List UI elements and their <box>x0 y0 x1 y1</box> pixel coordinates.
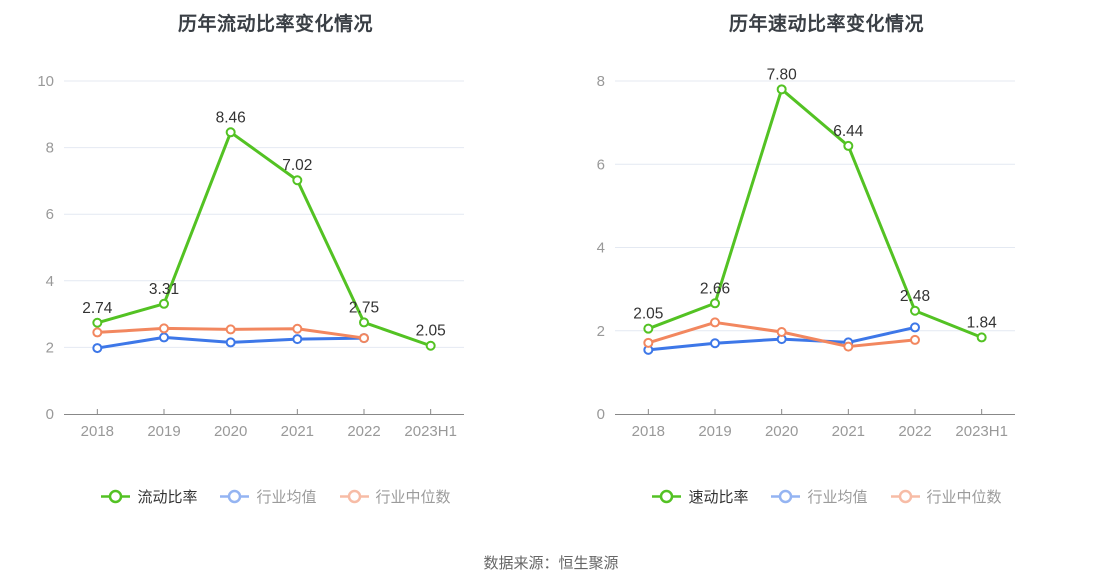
data-point[interactable] <box>92 343 103 354</box>
data-point[interactable] <box>292 334 303 345</box>
data-point-label: 2.74 <box>82 300 113 317</box>
y-tick-label: 10 <box>37 73 54 90</box>
data-point[interactable] <box>843 140 854 151</box>
legend-item-0[interactable]: 流动比率 <box>100 486 197 507</box>
data-point-label: 7.02 <box>282 157 312 174</box>
data-point[interactable] <box>92 327 103 338</box>
data-point[interactable] <box>910 334 920 345</box>
x-tick-label: 2022 <box>347 423 380 440</box>
legend-item-label: 行业均值 <box>807 489 868 506</box>
data-point-label: 3.31 <box>149 281 179 298</box>
data-point[interactable] <box>910 322 920 333</box>
y-tick-label: 6 <box>597 156 605 173</box>
legend-item-label: 流动比率 <box>137 489 198 506</box>
legend-item-label: 行业均值 <box>256 489 317 506</box>
legend-line-marker-icon <box>890 489 920 504</box>
data-point-label: 8.46 <box>216 109 246 126</box>
y-tick-label: 0 <box>597 406 605 423</box>
data-point[interactable] <box>359 333 369 344</box>
data-point[interactable] <box>159 332 169 343</box>
legend-item-2[interactable]: 行业中位数 <box>890 486 1002 507</box>
data-point-label: 1.84 <box>967 314 998 331</box>
chart-title-current-ratio: 历年流动比率变化情况 <box>177 14 373 35</box>
data-point[interactable] <box>976 332 987 343</box>
y-tick-label: 8 <box>46 140 54 157</box>
legend-item-label: 行业中位数 <box>926 489 1002 506</box>
data-point[interactable] <box>159 323 169 334</box>
x-tick-label: 2021 <box>832 423 865 440</box>
data-point[interactable] <box>710 298 720 309</box>
data-source-note: 数据来源：恒生聚源 <box>483 555 619 572</box>
data-point[interactable] <box>159 298 169 309</box>
y-tick-label: 4 <box>46 273 54 290</box>
data-point[interactable] <box>292 175 303 186</box>
legend-marker-ring <box>228 489 242 504</box>
legend-item-label: 速动比率 <box>688 489 749 506</box>
legend-line-marker-icon <box>652 489 682 504</box>
data-point[interactable] <box>776 326 787 337</box>
x-tick-label: 2020 <box>214 423 247 440</box>
legend-item-label: 行业中位数 <box>375 489 451 506</box>
legend-item-0[interactable]: 速动比率 <box>651 486 748 507</box>
quick-ratio-line-chart[interactable]: 0 2 4 6 8 2018 2019 2020 2021 2022 2023H1 2.05 2.66 7… <box>551 0 1102 460</box>
y-tick-label: 6 <box>46 206 54 223</box>
data-point-label: 2.05 <box>633 306 663 323</box>
data-point[interactable] <box>92 317 103 328</box>
legend-marker-ring <box>898 489 912 504</box>
data-point[interactable] <box>710 338 720 349</box>
y-tick-label: 8 <box>597 73 605 90</box>
y-tick-label: 0 <box>46 406 54 423</box>
legend-marker-ring <box>779 489 793 504</box>
data-point[interactable] <box>710 317 720 328</box>
y-tick-label: 4 <box>597 240 605 257</box>
current-ratio-chart-panel: 历年流动比率变化情况 0 2 4 6 8 10 2018 2019 2020 2021 2022 20… <box>0 0 551 530</box>
legend-quick-ratio: 速动比率 行业均值 行业中位数 <box>551 486 1102 507</box>
data-point-label: 2.75 <box>349 299 379 316</box>
legend-current-ratio: 流动比率 行业均值 行业中位数 <box>0 486 551 507</box>
data-point[interactable] <box>292 323 303 334</box>
current-ratio-line-chart[interactable]: 0 2 4 6 8 10 2018 2019 2020 2021 2022 2023H1 2.74 3.3… <box>0 0 551 460</box>
data-point[interactable] <box>643 323 654 334</box>
x-tick-label: 2022 <box>898 423 931 440</box>
data-point[interactable] <box>225 337 236 348</box>
legend-line-marker-icon <box>101 489 131 504</box>
x-tick-label: 2023H1 <box>404 423 457 440</box>
x-tick-label: 2018 <box>632 423 665 440</box>
series-line-0 <box>646 87 984 339</box>
data-point[interactable] <box>425 340 436 351</box>
x-tick-label: 2023H1 <box>955 423 1008 440</box>
legend-item-2[interactable]: 行业中位数 <box>339 486 451 507</box>
legend-item-1[interactable]: 行业均值 <box>770 486 868 507</box>
legend-marker-ring <box>347 489 361 504</box>
series-line-0 <box>95 130 433 348</box>
data-point-label: 7.80 <box>767 66 798 83</box>
data-point-label: 2.66 <box>700 280 730 297</box>
legend-marker-ring <box>109 489 123 504</box>
y-tick-label: 2 <box>597 323 605 340</box>
legend-line-marker-icon <box>771 489 801 504</box>
data-point[interactable] <box>225 324 236 335</box>
data-point[interactable] <box>359 317 369 328</box>
chart-title-quick-ratio: 历年速动比率变化情况 <box>728 14 924 35</box>
legend-item-1[interactable]: 行业均值 <box>219 486 317 507</box>
y-tick-label: 2 <box>46 339 54 356</box>
x-tick-label: 2021 <box>281 423 314 440</box>
x-tick-label: 2019 <box>147 423 180 440</box>
data-point[interactable] <box>643 337 654 348</box>
data-point[interactable] <box>225 127 236 138</box>
x-tick-label: 2019 <box>698 423 731 440</box>
quick-ratio-chart-panel: 历年速动比率变化情况 0 2 4 6 8 2018 2019 2020 2021 2022 2023… <box>551 0 1102 530</box>
legend-line-marker-icon <box>339 489 369 504</box>
legend-marker-ring <box>660 489 674 504</box>
data-point-label: 6.44 <box>833 123 864 140</box>
x-tick-label: 2020 <box>765 423 798 440</box>
data-point-label: 2.48 <box>900 288 930 305</box>
data-point[interactable] <box>843 341 854 352</box>
legend-line-marker-icon <box>220 489 250 504</box>
data-point[interactable] <box>910 305 920 316</box>
data-point[interactable] <box>776 84 787 95</box>
x-tick-label: 2018 <box>81 423 114 440</box>
data-point-label: 2.05 <box>416 323 446 340</box>
